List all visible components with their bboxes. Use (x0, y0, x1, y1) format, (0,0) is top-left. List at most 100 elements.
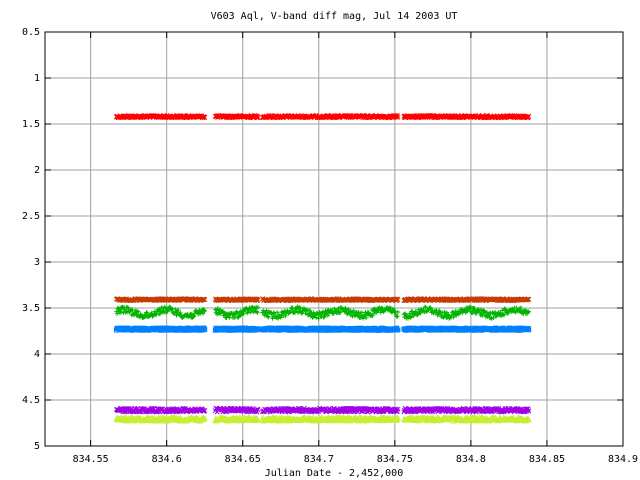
data-point (297, 305, 303, 311)
data-point (392, 113, 399, 119)
data-point (136, 309, 141, 314)
series-points (114, 304, 531, 321)
x-tick-label: 834.9 (608, 454, 638, 465)
data-point (440, 310, 445, 316)
data-point (191, 313, 197, 319)
data-point (283, 313, 288, 319)
data-point (272, 311, 277, 316)
data-point (351, 308, 356, 313)
data-point (202, 297, 208, 303)
data-point (189, 312, 194, 317)
data-point (241, 311, 246, 316)
y-tick-label: 2 (34, 165, 40, 176)
x-tick-label: 834.85 (529, 454, 565, 465)
data-point (313, 315, 319, 320)
x-axis-label: Julian Date - 2,452,000 (265, 468, 403, 479)
data-point (266, 314, 271, 320)
data-point (255, 310, 260, 315)
data-point (325, 313, 331, 318)
data-point (411, 313, 416, 319)
y-tick-label: 5 (34, 441, 40, 452)
y-tick-label: 4 (34, 349, 40, 360)
x-tick-label: 834.75 (377, 454, 413, 465)
data-point (395, 314, 400, 319)
data-point (307, 308, 313, 313)
data-point (200, 311, 206, 316)
data-point (316, 316, 321, 321)
data-point (338, 310, 343, 315)
data-point (365, 309, 371, 315)
data-point (526, 113, 532, 119)
y-tick-label: 2.5 (22, 211, 40, 222)
data-point (202, 308, 207, 313)
series-points (113, 112, 532, 121)
data-point (395, 309, 401, 315)
data-point (418, 310, 423, 316)
x-tick-label: 834.8 (456, 454, 486, 465)
data-point (303, 311, 308, 316)
data-points (113, 112, 532, 424)
data-point (126, 305, 131, 311)
data-point (428, 306, 434, 312)
data-point (320, 309, 326, 314)
data-point (254, 114, 260, 121)
data-point (293, 307, 299, 312)
data-point (370, 311, 376, 317)
x-tick-label: 834.55 (73, 454, 109, 465)
data-point (265, 314, 271, 319)
data-point (264, 308, 269, 313)
data-point (239, 312, 244, 317)
y-tick-labels: 0.5 1 1.5 2 2.5 3 3.5 4 4.5 5 (22, 27, 623, 452)
series-points (113, 296, 532, 304)
series-points (113, 414, 532, 424)
data-point (114, 311, 120, 316)
data-point (451, 315, 456, 320)
data-point (390, 306, 396, 312)
grid (45, 32, 623, 446)
data-point (526, 296, 532, 302)
data-point (337, 309, 342, 314)
x-tick-label: 834.6 (152, 454, 182, 465)
data-point (215, 306, 220, 311)
data-point (201, 309, 207, 314)
data-point (415, 312, 420, 317)
data-point (255, 305, 261, 310)
data-point (191, 314, 196, 319)
data-point (457, 309, 463, 314)
data-point (255, 115, 261, 121)
y-tick-label: 3.5 (22, 303, 40, 314)
data-point (321, 315, 326, 320)
data-point (275, 310, 280, 315)
series-points (113, 325, 532, 333)
y-tick-label: 1 (34, 73, 40, 84)
data-point (144, 310, 149, 315)
data-point (202, 114, 208, 120)
data-point (363, 315, 369, 321)
chart-title: V603 Aql, V-band diff mag, Jul 14 2003 U… (211, 11, 458, 22)
data-point (320, 310, 325, 315)
data-point (322, 314, 327, 319)
data-point (178, 310, 183, 316)
y-tick-label: 3 (34, 257, 40, 268)
data-point (290, 305, 295, 310)
y-tick-label: 4.5 (22, 395, 40, 406)
y-tick-label: 0.5 (22, 27, 40, 38)
x-tick-label: 834.7 (304, 454, 334, 465)
data-point (395, 114, 401, 120)
x-tick-label: 834.65 (225, 454, 261, 465)
series-points (113, 405, 532, 415)
data-point (254, 113, 260, 119)
data-point (395, 297, 401, 303)
data-point (442, 309, 447, 315)
data-point (408, 314, 414, 320)
data-point (144, 310, 150, 316)
data-point (174, 313, 179, 318)
data-point (176, 308, 181, 313)
y-tick-label: 1.5 (22, 119, 40, 130)
data-point (278, 315, 283, 320)
data-point (309, 311, 314, 316)
data-point (388, 305, 394, 311)
data-point (435, 312, 441, 317)
plot-frame (44, 31, 624, 447)
